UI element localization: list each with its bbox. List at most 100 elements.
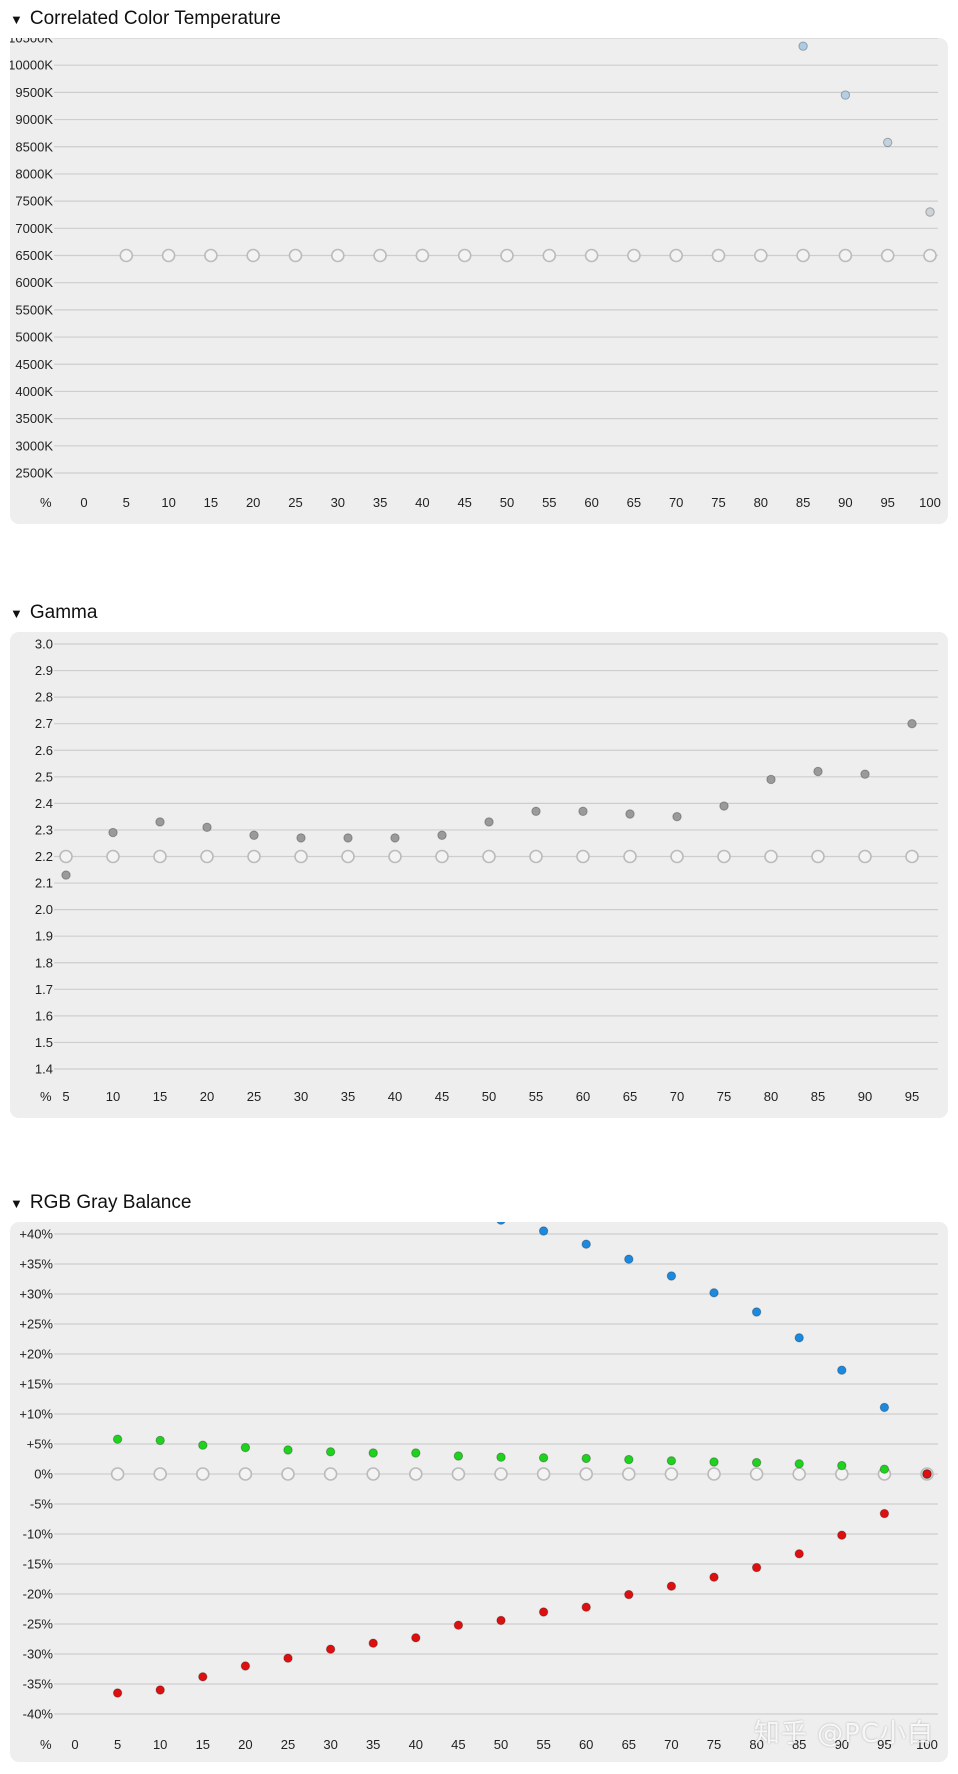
rgb-blue-point (751, 1307, 762, 1317)
rgb-green-point (325, 1447, 336, 1457)
rgb-green-point (283, 1445, 293, 1455)
rgb-target-point (621, 1467, 636, 1481)
y-tick-label: 2.7 (35, 716, 53, 731)
cct-target-point (627, 248, 641, 263)
x-tick-label: 85 (811, 1089, 825, 1104)
rgb-red-point (198, 1672, 208, 1682)
gamma-target-point (858, 849, 872, 864)
x-tick-label: 25 (247, 1089, 261, 1104)
section-header-rgb[interactable]: ▼ RGB Gray Balance (10, 1191, 191, 1215)
rgb-green-point (709, 1457, 719, 1467)
x-tick-label: 40 (415, 495, 429, 510)
gamma-target-point (576, 849, 590, 864)
rgb-red-point (709, 1572, 719, 1582)
y-tick-label: 2.0 (35, 902, 53, 917)
rgb-target-point (707, 1467, 721, 1481)
rgb-target-point (110, 1467, 125, 1481)
gamma-target-point (341, 849, 355, 864)
rgb-green-point (581, 1453, 591, 1464)
triangle-down-icon[interactable]: ▼ (10, 11, 23, 27)
rgb-red-point (794, 1549, 804, 1559)
y-tick-label: +15% (19, 1377, 53, 1392)
cct-target-point (838, 248, 853, 263)
gamma-target-point (435, 849, 449, 864)
gamma-target-point (247, 849, 261, 864)
y-tick-label: 10000K (10, 58, 53, 73)
y-tick-label: -25% (23, 1617, 54, 1632)
x-tick-label: 95 (877, 1737, 891, 1752)
triangle-down-icon[interactable]: ▼ (10, 1195, 23, 1211)
y-tick-label: 5000K (15, 330, 53, 345)
triangle-down-icon[interactable]: ▼ (10, 605, 23, 621)
rgb-green-point (368, 1448, 378, 1458)
cct-target-point (711, 248, 726, 263)
y-tick-label: 3.0 (35, 637, 53, 652)
y-tick-label: 1.4 (35, 1062, 53, 1077)
cct-target-point (246, 248, 260, 263)
section-header-cct[interactable]: ▼ Correlated Color Temperature (10, 7, 281, 31)
rgb-red-point (453, 1620, 464, 1630)
x-tick-label: 30 (323, 1737, 337, 1752)
gamma-measured-point (766, 774, 776, 785)
x-tick-label: 50 (482, 1089, 496, 1104)
rgb-red-point (879, 1508, 890, 1519)
y-tick-label: 3500K (15, 411, 53, 426)
x-tick-label: 65 (627, 495, 641, 510)
cct-measured-point (840, 90, 851, 100)
cct-measured-point (925, 207, 935, 217)
x-tick-label: 85 (792, 1737, 806, 1752)
y-tick-label: 7000K (15, 221, 53, 236)
cct-chart: 2500K 3000K 3500K 4000K 4500K 5000K 5500K 6000K… (10, 38, 941, 510)
cct-target-point (880, 248, 895, 263)
rgb-red-point (240, 1661, 251, 1671)
rgb-green-point (411, 1448, 421, 1458)
x-tick-label: 75 (717, 1089, 731, 1104)
x-tick-label: 55 (536, 1737, 550, 1752)
y-tick-label: 4500K (15, 357, 53, 372)
gamma-target-point (294, 849, 308, 864)
rgb-blue-point (837, 1365, 847, 1375)
x-tick-label: 10 (106, 1089, 120, 1104)
x-tick-label: 60 (584, 495, 598, 510)
x-tick-label: 20 (246, 495, 260, 510)
section-title: Gamma (29, 602, 98, 623)
rgb-target-point (792, 1467, 807, 1481)
x-tick-label: 45 (435, 1089, 449, 1104)
x-tick-label: 45 (457, 495, 471, 510)
x-unit-label: % (40, 495, 52, 510)
rgb-green-point (751, 1457, 762, 1468)
y-tick-label: 1.9 (35, 929, 53, 944)
x-tick-label: 15 (153, 1089, 167, 1104)
cct-target-point (500, 248, 514, 263)
rgb-blue-point (794, 1333, 804, 1343)
rgb-red-point (283, 1653, 293, 1663)
rgb-green-point (538, 1453, 549, 1463)
x-tick-label: 45 (451, 1737, 465, 1752)
rgb-blue-point (581, 1239, 591, 1249)
gamma-target-point (811, 849, 825, 864)
x-tick-label: 0 (71, 1737, 78, 1752)
rgb-blue-point (709, 1288, 719, 1298)
x-tick-label: 65 (623, 1089, 637, 1104)
rgb-blue-point (624, 1254, 634, 1264)
gamma-measured-point (155, 817, 165, 827)
rgb-red-point (368, 1638, 378, 1648)
y-tick-label: -40% (23, 1707, 54, 1722)
gamma-target-point (905, 849, 919, 864)
rgb-red-point (538, 1607, 549, 1617)
x-tick-label: 20 (238, 1737, 252, 1752)
rgb-red-point (624, 1589, 634, 1600)
gamma-grid (54, 643, 938, 1070)
x-tick-label: 55 (529, 1089, 543, 1104)
section-header-gamma[interactable]: ▼ Gamma (10, 601, 97, 625)
x-unit-label: % (40, 1737, 52, 1752)
section-title: Correlated Color Temperature (29, 8, 281, 29)
y-tick-label: 2.1 (35, 876, 53, 891)
x-tick-label: 90 (838, 495, 852, 510)
x-tick-label: 25 (288, 495, 302, 510)
x-tick-label: 35 (373, 495, 387, 510)
cct-target-point (373, 248, 387, 263)
cct-target-point (923, 248, 937, 263)
x-tick-label: 5 (123, 495, 130, 510)
cct-target-point (288, 248, 303, 263)
